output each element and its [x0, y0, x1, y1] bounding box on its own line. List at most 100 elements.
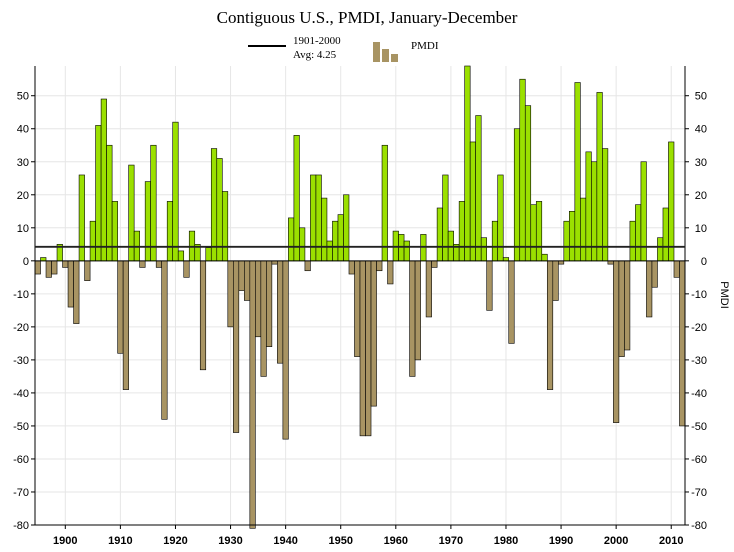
bar-1993 [574, 82, 581, 262]
bar-1977 [486, 260, 493, 311]
bar-1908 [106, 144, 113, 262]
bar-2002 [624, 260, 631, 351]
bar-1979 [497, 174, 504, 262]
y-tick-label-left: 40 [17, 124, 29, 136]
bar-1928 [216, 158, 223, 262]
legend-pmdi-swatch [373, 38, 401, 62]
bar-1914 [139, 260, 146, 268]
bar-1968 [436, 207, 443, 262]
bar-2009 [662, 207, 669, 262]
bar-2012 [679, 260, 686, 427]
y-tick-label-right: 0 [701, 256, 707, 268]
bar-1911 [122, 260, 129, 390]
y-tick-label-left: 20 [17, 190, 29, 202]
bar-1921 [177, 250, 185, 262]
y-tick-label-right: 50 [695, 91, 707, 103]
bar-1991 [563, 220, 570, 262]
bar-1966 [425, 260, 432, 318]
bar-1918 [161, 260, 168, 420]
bar-1901 [67, 260, 74, 308]
legend-average-period: 1901-2000 [293, 35, 341, 47]
bar-1922 [183, 260, 190, 278]
bar-1910 [117, 260, 124, 354]
bar-1969 [442, 174, 449, 262]
bar-2008 [657, 237, 664, 262]
bar-2000 [613, 260, 620, 423]
bar-1898 [51, 260, 58, 275]
bar-2006 [646, 260, 653, 318]
bar-1932 [238, 260, 245, 291]
bar-1925 [199, 260, 207, 371]
y-tick-label-right: 40 [695, 124, 707, 136]
bar-1915 [144, 181, 151, 262]
bar-1929 [221, 191, 229, 262]
x-tick-label: 1980 [494, 535, 518, 547]
x-tick-label: 1970 [439, 535, 463, 547]
chart-axes [34, 66, 686, 526]
bar-1972 [458, 201, 465, 262]
bar-1955 [365, 260, 372, 437]
legend-average-line [248, 45, 286, 47]
bar-1926 [205, 247, 212, 262]
bar-1981 [508, 260, 515, 344]
bar-1958 [381, 144, 388, 262]
y-tick-label-left: -40 [13, 388, 29, 400]
bar-2011 [673, 260, 680, 278]
bar-1989 [552, 260, 559, 301]
bar-2004 [635, 204, 642, 262]
bar-1983 [519, 78, 526, 262]
y-tick-label-right: -40 [691, 388, 707, 400]
bar-1934 [249, 260, 256, 529]
bar-1942 [293, 135, 300, 262]
bar-1917 [155, 260, 163, 268]
bar-1987 [541, 253, 548, 262]
x-tick-label: 1900 [53, 535, 77, 547]
x-tick-label: 1930 [218, 535, 242, 547]
y-tick-label-right: 20 [695, 190, 707, 202]
bar-1895 [34, 260, 41, 275]
bar-1948 [326, 240, 333, 262]
bar-1962 [403, 240, 410, 262]
bar-1944 [304, 260, 311, 272]
x-axis: 1900 1910 1920 1930 1940 1950 1960 1970 1980 1990… [53, 525, 683, 547]
bar-1986 [535, 201, 543, 262]
bar-1951 [343, 194, 350, 262]
y-tick-label-right: -10 [691, 289, 707, 301]
bar-1909 [111, 201, 118, 262]
bar-1937 [266, 260, 273, 347]
y-tick-label-left: -10 [13, 289, 29, 301]
chart-title: Contiguous U.S., PMDI, January-December [216, 8, 518, 27]
y-tick-label-right: -70 [691, 487, 707, 499]
bar-1998 [602, 148, 609, 262]
bar-1949 [332, 220, 339, 262]
bar-2001 [618, 260, 625, 357]
bar-1946 [315, 174, 322, 262]
bar-1916 [150, 144, 157, 262]
bar-1954 [359, 260, 366, 437]
bar-1941 [288, 217, 295, 262]
bar-1935 [255, 260, 262, 338]
bar-1930 [227, 260, 234, 328]
bar-1907 [100, 98, 107, 262]
x-tick-label: 1990 [549, 535, 573, 547]
bar-1919 [166, 201, 174, 262]
bar-1956 [370, 260, 377, 407]
bar-1997 [596, 92, 603, 262]
y-tick-label-left: 50 [17, 91, 29, 103]
bar-1995 [585, 151, 592, 262]
y-tick-label-right: 10 [695, 223, 707, 235]
bar-1950 [337, 214, 344, 262]
bar-1947 [321, 197, 328, 262]
x-tick-label: 2000 [604, 535, 628, 547]
y-tick-label-right: -20 [691, 322, 707, 334]
bar-1959 [387, 260, 394, 285]
y-tick-label-left: 10 [17, 223, 29, 235]
bar-1940 [282, 260, 289, 440]
y-tick-label-right: -60 [691, 454, 707, 466]
bar-1903 [78, 174, 85, 262]
y-axis-left: 50 40 30 20 10 0 -10 -20 -30 -40 -50 -60 -70 -80 [13, 91, 35, 532]
y-tick-label-left: -30 [13, 355, 29, 367]
bar-1897 [45, 260, 52, 278]
bar-1927 [210, 148, 218, 262]
bar-1982 [513, 128, 521, 262]
